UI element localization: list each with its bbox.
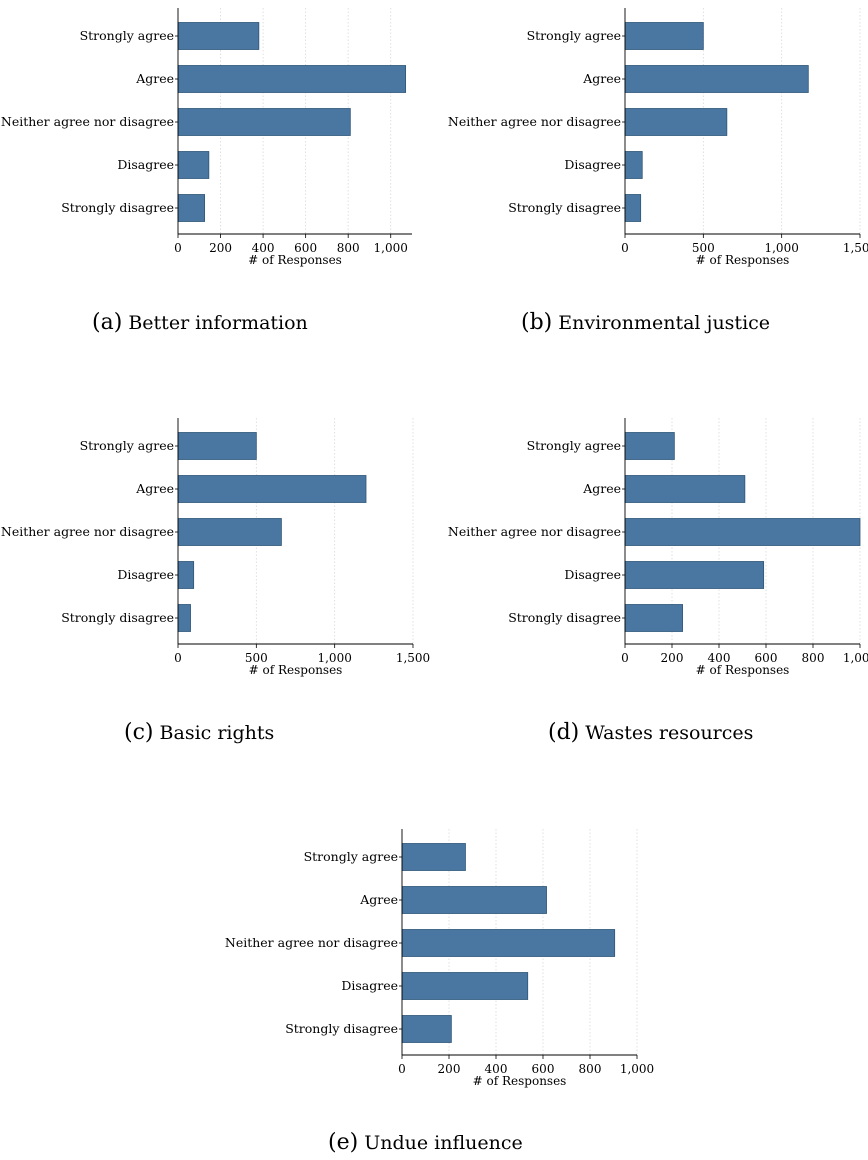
category-label: Disagree — [117, 567, 174, 582]
caption-letter: (e) — [328, 1130, 359, 1155]
category-label: Agree — [582, 481, 621, 496]
caption-text: Wastes resources — [585, 722, 754, 744]
x-tick-label: 800 — [802, 651, 825, 665]
x-tick-label: 1,000 — [317, 651, 351, 665]
x-tick-label: 0 — [174, 651, 182, 665]
caption-text: Undue influence — [364, 1132, 523, 1154]
bar-strongly-agree — [624, 432, 675, 460]
caption-letter: (d) — [548, 720, 580, 745]
caption-letter: (a) — [92, 310, 123, 335]
x-tick-label: 600 — [294, 241, 317, 255]
bar-strongly-agree — [401, 843, 466, 871]
caption-text: Environmental justice — [558, 312, 771, 334]
x-tick-label: 1,000 — [764, 241, 798, 255]
category-label: Disagree — [341, 978, 398, 993]
bar-strongly-agree — [177, 432, 257, 460]
bar-agree — [624, 65, 809, 93]
category-label: Neither agree nor disagree — [448, 524, 621, 539]
caption-d: (d) Wastes resources — [548, 720, 753, 745]
bar-disagree — [624, 561, 765, 589]
bar-agree — [624, 475, 746, 503]
x-axis-title: # of Responses — [696, 253, 790, 267]
bar-neither-agree-nor-disagree — [624, 518, 861, 546]
x-tick-label: 1,000 — [843, 651, 868, 665]
x-tick-label: 400 — [708, 651, 731, 665]
bar-strongly-disagree — [624, 604, 683, 632]
category-label: Neither agree nor disagree — [225, 935, 398, 950]
category-label: Strongly agree — [527, 438, 621, 453]
category-label: Disagree — [117, 157, 174, 172]
caption-b: (b) Environmental justice — [521, 310, 770, 335]
category-label: Strongly agree — [304, 849, 398, 864]
x-tick-label: 0 — [398, 1062, 406, 1076]
caption-letter: (c) — [124, 720, 154, 745]
bar-neither-agree-nor-disagree — [624, 108, 728, 136]
x-tick-label: 1,000 — [374, 241, 408, 255]
category-label: Strongly disagree — [285, 1021, 398, 1036]
x-tick-label: 0 — [621, 651, 629, 665]
caption-text: Basic rights — [159, 722, 275, 744]
x-axis-title: # of Responses — [473, 1074, 567, 1088]
bar-disagree — [401, 972, 529, 1000]
category-label: Neither agree nor disagree — [1, 114, 174, 129]
category-label: Neither agree nor disagree — [1, 524, 174, 539]
caption-a: (a) Better information — [92, 310, 308, 335]
category-label: Strongly disagree — [508, 200, 621, 215]
category-label: Strongly agree — [80, 28, 174, 43]
x-tick-label: 500 — [692, 241, 715, 255]
x-tick-label: 600 — [755, 651, 778, 665]
category-label: Agree — [135, 71, 174, 86]
category-label: Agree — [135, 481, 174, 496]
x-tick-label: 200 — [438, 1062, 461, 1076]
bar-agree — [177, 475, 367, 503]
x-tick-label: 600 — [532, 1062, 555, 1076]
category-label: Strongly agree — [80, 438, 174, 453]
caption-e: (e) Undue influence — [328, 1130, 523, 1155]
x-axis-title: # of Responses — [696, 663, 790, 677]
x-tick-label: 0 — [621, 241, 629, 255]
x-tick-label: 400 — [252, 241, 275, 255]
category-label: Agree — [359, 892, 398, 907]
x-tick-label: 400 — [485, 1062, 508, 1076]
x-axis-title: # of Responses — [248, 253, 342, 267]
x-tick-label: 200 — [209, 241, 232, 255]
bar-agree — [177, 65, 407, 93]
category-label: Neither agree nor disagree — [448, 114, 621, 129]
x-tick-label: 200 — [661, 651, 684, 665]
caption-c: (c) Basic rights — [124, 720, 274, 745]
category-label: Disagree — [564, 567, 621, 582]
category-label: Strongly disagree — [61, 200, 174, 215]
category-label: Agree — [582, 71, 621, 86]
x-tick-label: 800 — [337, 241, 360, 255]
bar-strongly-agree — [624, 22, 704, 50]
x-tick-label: 1,000 — [620, 1062, 654, 1076]
category-label: Strongly agree — [527, 28, 621, 43]
category-label: Strongly disagree — [508, 610, 621, 625]
caption-text: Better information — [128, 312, 308, 334]
category-label: Disagree — [564, 157, 621, 172]
bar-strongly-agree — [177, 22, 260, 50]
category-label: Strongly disagree — [61, 610, 174, 625]
x-tick-label: 800 — [579, 1062, 602, 1076]
x-tick-label: 0 — [174, 241, 182, 255]
x-tick-label: 500 — [245, 651, 268, 665]
caption-letter: (b) — [521, 310, 553, 335]
bar-neither-agree-nor-disagree — [177, 108, 351, 136]
x-axis-title: # of Responses — [249, 663, 343, 677]
bar-neither-agree-nor-disagree — [401, 929, 616, 957]
bar-agree — [401, 886, 547, 914]
x-tick-label: 1,500 — [843, 241, 868, 255]
x-tick-label: 1,500 — [396, 651, 430, 665]
bar-strongly-disagree — [401, 1015, 452, 1043]
